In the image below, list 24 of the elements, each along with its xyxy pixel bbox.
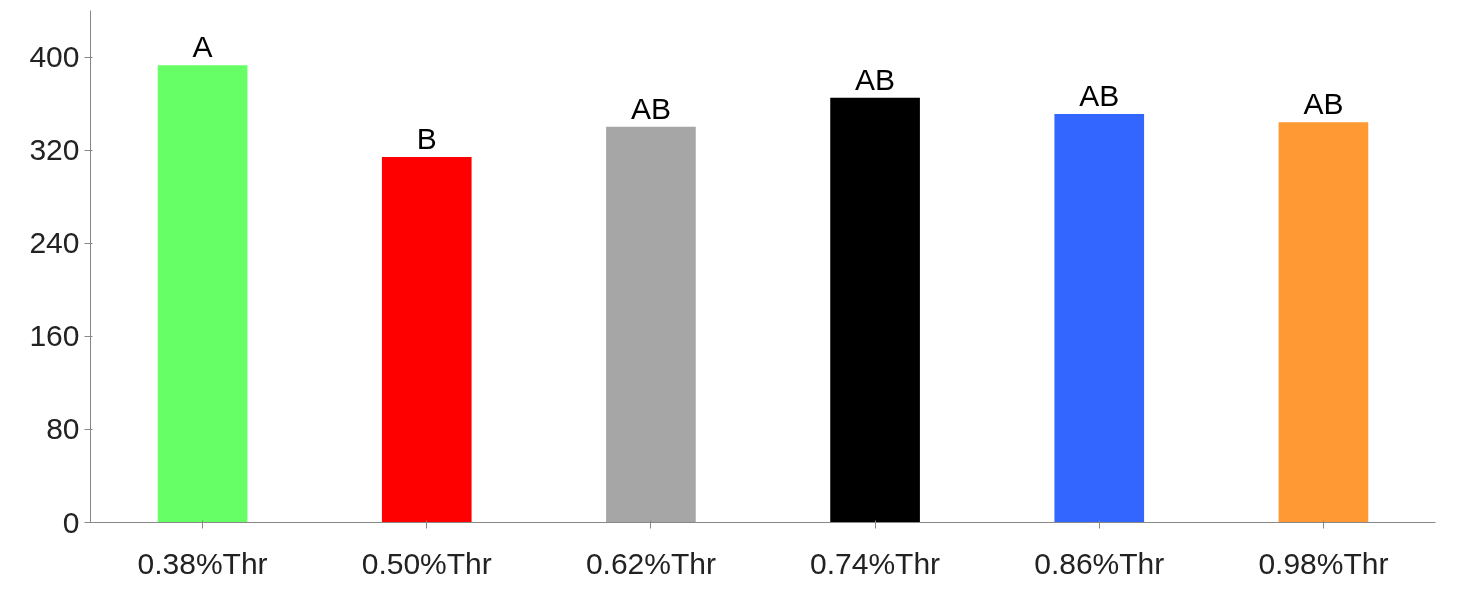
bar (606, 126, 696, 523)
annotation: AB (1303, 87, 1344, 121)
x-tick-label: 0.62%Thr (585, 546, 716, 580)
annotation: B (416, 122, 437, 156)
annotation: AB (630, 91, 671, 125)
y-tick-label: 400 (29, 40, 80, 74)
annotation: AB (855, 62, 896, 96)
y-tick-label: 160 (29, 319, 80, 353)
y-tick-label: 240 (29, 226, 80, 260)
bar (830, 97, 920, 523)
y-tick-label: 80 (46, 412, 80, 446)
bar (1278, 122, 1369, 523)
y-tick-label: 0 (62, 505, 80, 539)
bar (381, 157, 472, 523)
y-tick-label: 320 (29, 133, 80, 167)
bar (1054, 114, 1145, 523)
x-tick-label: 0.74%Thr (810, 546, 941, 580)
x-tick-label: 0.38%Thr (137, 546, 268, 580)
x-tick-label: 0.50%Thr (361, 546, 492, 580)
annotation: A (192, 30, 213, 64)
annotation: AB (1079, 79, 1120, 113)
x-tick-label: 0.86%Thr (1034, 546, 1165, 580)
x-tick-label: 0.98%Thr (1258, 546, 1389, 580)
bar (157, 65, 248, 523)
